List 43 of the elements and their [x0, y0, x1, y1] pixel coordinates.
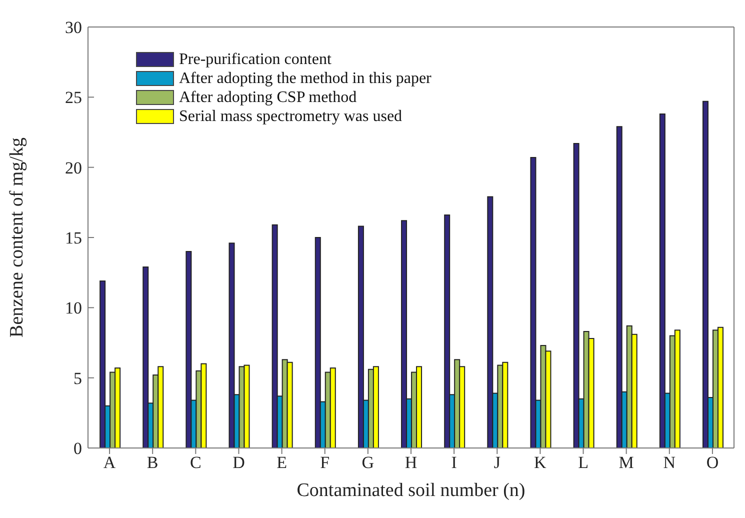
x-tick-label: A: [103, 453, 116, 472]
bar: [272, 224, 278, 448]
x-tick-label: H: [404, 453, 418, 472]
bar: [702, 100, 708, 448]
y-tick-label: 15: [65, 228, 82, 248]
x-tick-label: M: [618, 453, 634, 472]
legend-label: After adopting the method in this paper: [179, 69, 432, 88]
y-axis-title: Benzene content of mg/kg: [6, 137, 28, 338]
x-tick-label: L: [578, 453, 588, 472]
legend-label: After adopting CSP method: [179, 88, 357, 107]
y-tick-label: 0: [74, 439, 82, 458]
x-tick-label: K: [534, 453, 548, 472]
x-tick-label: I: [451, 453, 458, 472]
bar: [142, 266, 149, 448]
bar: [100, 280, 106, 448]
x-axis-title: Contaminated soil number (n): [296, 480, 526, 501]
x-tick-label: C: [190, 453, 202, 472]
y-tick-label: 5: [74, 368, 82, 388]
bar: [616, 126, 622, 448]
x-tick-label: J: [494, 453, 501, 472]
legend-label: Pre-purification content: [179, 50, 332, 69]
x-tick-label: O: [706, 453, 719, 472]
y-tick-label: 10: [65, 298, 82, 318]
bar: [573, 142, 580, 448]
x-tick-label: D: [232, 453, 245, 472]
bar: [228, 242, 235, 448]
bar: [659, 114, 666, 448]
legend-label: Serial mass spectrometry was used: [179, 107, 402, 126]
bar: [186, 251, 192, 448]
bar: [487, 196, 494, 448]
bar: [444, 214, 450, 448]
x-tick-label: B: [146, 453, 158, 472]
y-tick-label: 20: [65, 158, 82, 178]
x-tick-label: E: [276, 453, 287, 472]
x-tick-label: N: [663, 453, 676, 472]
y-tick-label: 25: [65, 88, 82, 108]
bar: [530, 157, 536, 448]
bar: [314, 237, 321, 448]
x-tick-label: G: [362, 453, 374, 472]
bar: [358, 226, 364, 448]
bar: [401, 220, 408, 448]
x-tick-label: F: [320, 453, 330, 472]
y-tick-label: 30: [65, 18, 82, 38]
